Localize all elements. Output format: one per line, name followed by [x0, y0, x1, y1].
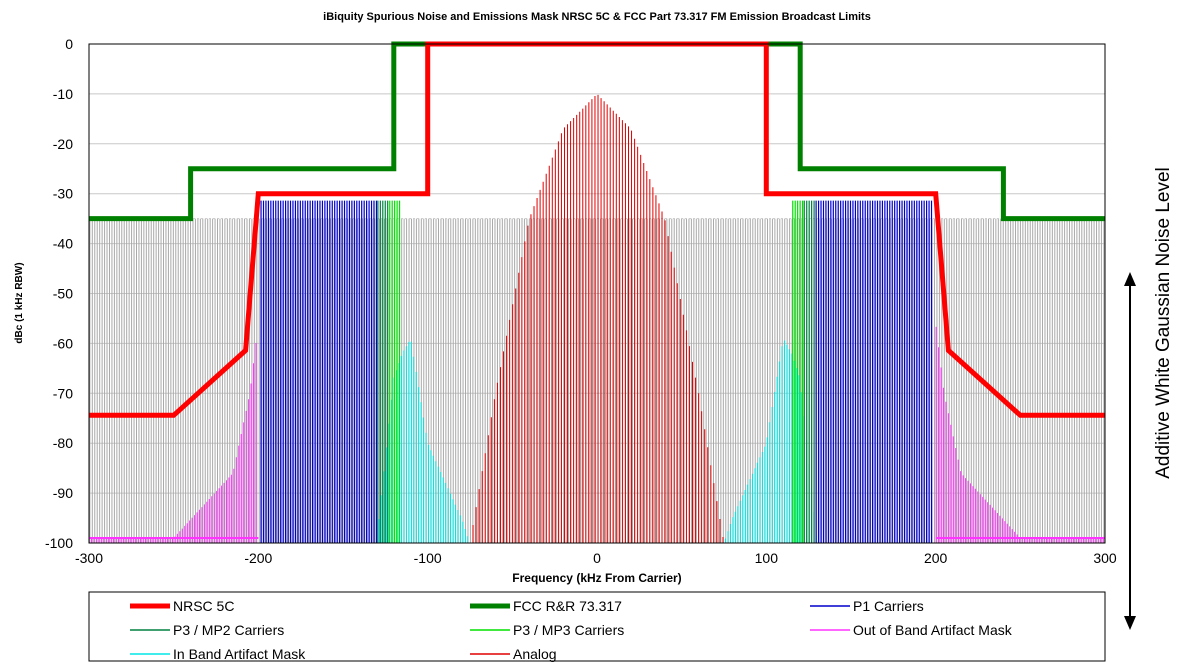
mask-in-band-artifact-mask [378, 340, 817, 543]
series-fcc-r-r-73-317 [89, 41, 1105, 222]
y-tick-label: -70 [53, 385, 73, 401]
series-analog [472, 94, 724, 543]
series-in-band-artifact-mask [378, 340, 817, 543]
y-tick-label: -100 [45, 535, 73, 551]
y-tick-label: -50 [53, 286, 73, 302]
carriers-p3-mp2-carriers-0 [377, 200, 389, 543]
series-p3-mp2-carriers [377, 200, 815, 543]
legend-label: Analog [513, 646, 557, 662]
x-tick-label: 0 [593, 550, 601, 566]
y-tick-labels: 0 -10 -20 -30 -40 -50 -60 -70 -80 -90 -100 [45, 36, 73, 551]
y-tick-label: -40 [53, 236, 73, 252]
legend-label: NRSC 5C [173, 598, 234, 614]
series-line-fcc-r-r-73-317 [89, 41, 1105, 222]
series-line-nrsc-5c [89, 41, 1105, 418]
y-tick-label: -90 [53, 485, 73, 501]
carriers-p1-carriers-0 [260, 200, 378, 543]
x-tick-label: 300 [1093, 550, 1117, 566]
legend-label: P3 / MP2 Carriers [173, 622, 284, 638]
x-tick-label: 100 [755, 550, 779, 566]
x-tick-label: -300 [75, 550, 103, 566]
x-tick-label: -100 [414, 550, 442, 566]
legend-box [88, 591, 1106, 662]
y-tick-label: 0 [65, 36, 73, 52]
x-tick-label: 200 [924, 550, 948, 566]
series-out-of-band-artifact-mask [88, 326, 1105, 543]
y-tick-label: -30 [53, 186, 73, 202]
awgn-arrow [1124, 272, 1136, 630]
series-nrsc-5c [89, 41, 1105, 418]
y-tick-label: -20 [53, 136, 73, 152]
series-p3-mp3-carriers [389, 200, 804, 543]
chart-title: iBiquity Spurious Noise and Emissions Ma… [323, 11, 871, 23]
mask-analog [472, 94, 724, 543]
legend-label: In Band Artifact Mask [173, 646, 306, 662]
legend: NRSC 5C FCC R&R 73.317 P1 Carriers P3 / MP2… [130, 598, 1013, 662]
legend-label: P1 Carriers [853, 598, 924, 614]
y-tick-label: -80 [53, 435, 73, 451]
x-tick-label: -200 [244, 550, 272, 566]
y-axis-label: dBc (1 kHz RBW) [14, 262, 25, 343]
legend-label: P3 / MP3 Carriers [513, 622, 624, 638]
awgn-annotation: Additive White Gaussian Noise Level [1153, 167, 1174, 479]
series-p1-carriers [260, 200, 933, 543]
legend-label: FCC R&R 73.317 [513, 598, 622, 614]
y-tick-label: -10 [53, 86, 73, 102]
y-tick-label: -60 [53, 335, 73, 351]
x-axis-label: Frequency (kHz From Carrier) [512, 571, 681, 585]
carriers-p3-mp3-carriers-1 [792, 200, 804, 543]
carriers-p1-carriers-1 [815, 200, 933, 543]
carriers-p3-mp2-carriers-1 [803, 200, 815, 543]
carriers-p3-mp3-carriers-0 [389, 200, 401, 543]
noise-floor-lines [89, 218, 1105, 543]
legend-label: Out of Band Artifact Mask [853, 622, 1013, 638]
x-tick-labels: -300 -200 -100 0 100 200 300 [75, 550, 1117, 566]
plot-area [88, 43, 1106, 544]
